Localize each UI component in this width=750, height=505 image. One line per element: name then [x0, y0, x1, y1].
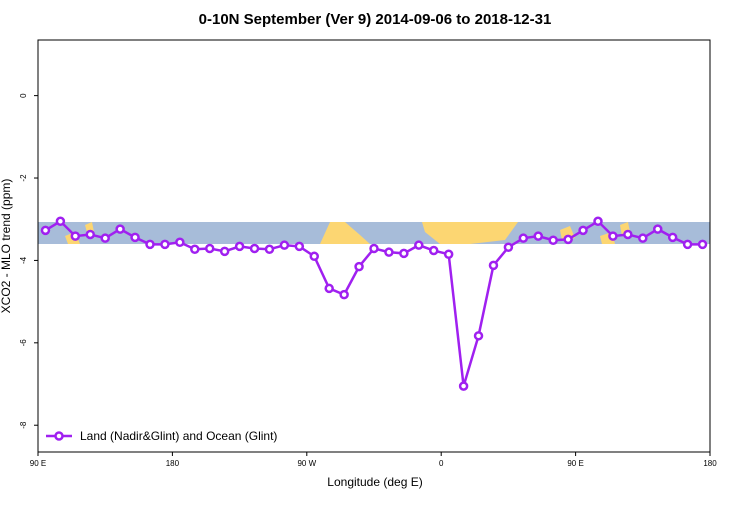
- y-tick-label: 0: [19, 93, 28, 98]
- x-tick-label: 180: [166, 459, 180, 468]
- point: [563, 234, 573, 245]
- y-tick-label: -4: [19, 256, 28, 264]
- chart-title: 0-10N September (Ver 9) 2014-09-06 to 20…: [199, 11, 552, 28]
- point: [518, 233, 529, 243]
- point: [279, 240, 290, 250]
- point: [219, 246, 230, 257]
- point: [145, 239, 155, 250]
- point: [667, 232, 678, 243]
- y-axis-label: XCO2 - MLO trend (ppm): [0, 179, 13, 314]
- point: [70, 231, 81, 241]
- point: [428, 245, 439, 256]
- point: [115, 224, 125, 234]
- point: [175, 237, 185, 248]
- point: [533, 231, 544, 241]
- point: [473, 331, 484, 341]
- plot-frame: [37, 39, 711, 453]
- point: [339, 289, 349, 300]
- point: [85, 229, 96, 240]
- point: [369, 243, 379, 254]
- point: [638, 233, 648, 243]
- y-tick-label: -8: [19, 421, 28, 429]
- point: [697, 239, 708, 250]
- point: [55, 216, 66, 227]
- x-tick-label: 180: [703, 459, 717, 468]
- x-axis-label: Longitude (deg E): [327, 475, 422, 489]
- point: [623, 229, 633, 240]
- y-tick-label: -2: [19, 174, 28, 182]
- point: [652, 224, 663, 234]
- point: [130, 232, 140, 243]
- point: [578, 225, 588, 236]
- point: [384, 247, 394, 257]
- point: [40, 225, 51, 236]
- point: [160, 239, 170, 250]
- point: [204, 243, 215, 254]
- point: [593, 216, 603, 227]
- point: [324, 283, 334, 294]
- point: [414, 240, 424, 250]
- point: [100, 233, 110, 243]
- y-tick-label: -6: [19, 339, 28, 347]
- x-tick-label: 0: [439, 459, 444, 468]
- point: [354, 261, 364, 272]
- point: [608, 231, 618, 241]
- point: [294, 241, 305, 252]
- point: [264, 244, 275, 255]
- point: [399, 248, 409, 259]
- point: [309, 251, 320, 262]
- x-tick-label: 90 W: [297, 459, 316, 468]
- point: [488, 260, 499, 271]
- point: [190, 244, 200, 255]
- x-tick-label: 90 E: [30, 459, 46, 468]
- legend-label: Land (Nadir&Glint) and Ocean (Glint): [80, 429, 277, 443]
- point: [548, 235, 558, 245]
- x-tick-label: 90 E: [567, 459, 583, 468]
- point: [458, 381, 469, 391]
- point: [503, 242, 514, 252]
- legend-marker: [54, 431, 64, 441]
- point: [682, 239, 693, 250]
- point: [234, 241, 245, 252]
- point: [249, 243, 260, 254]
- point: [443, 249, 454, 259]
